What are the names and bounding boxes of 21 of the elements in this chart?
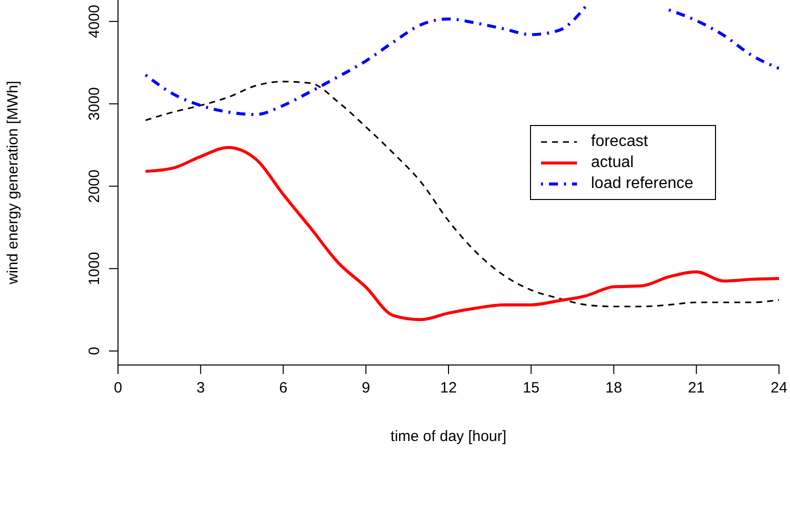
y-tick-label: 1000 — [86, 252, 103, 286]
legend-label: forecast — [591, 132, 648, 150]
x-axis-title: time of day [hour] — [390, 428, 506, 445]
x-tick-label: 21 — [688, 380, 705, 397]
x-tick-label: 24 — [770, 380, 788, 397]
y-tick-label: 0 — [86, 346, 103, 356]
y-axis-title: wind energy generation [MWh] — [4, 80, 22, 286]
line-series — [144, 146, 779, 322]
x-tick-label: 3 — [196, 380, 205, 397]
y-tick-label: 3000 — [86, 87, 103, 120]
legend-label: actual — [591, 154, 634, 172]
y-tick-label: 2000 — [86, 170, 103, 203]
x-tick-label: 6 — [279, 380, 288, 397]
x-tick-label: 18 — [605, 380, 622, 397]
x-tick-label: 15 — [522, 380, 540, 397]
x-tick-label: 12 — [440, 380, 457, 397]
line-series — [144, 80, 779, 308]
y-tick-label: 4000 — [86, 4, 103, 38]
x-tick-label: 9 — [362, 380, 370, 397]
legend-label: load reference — [591, 174, 694, 192]
x-tick-label: 0 — [114, 380, 122, 397]
